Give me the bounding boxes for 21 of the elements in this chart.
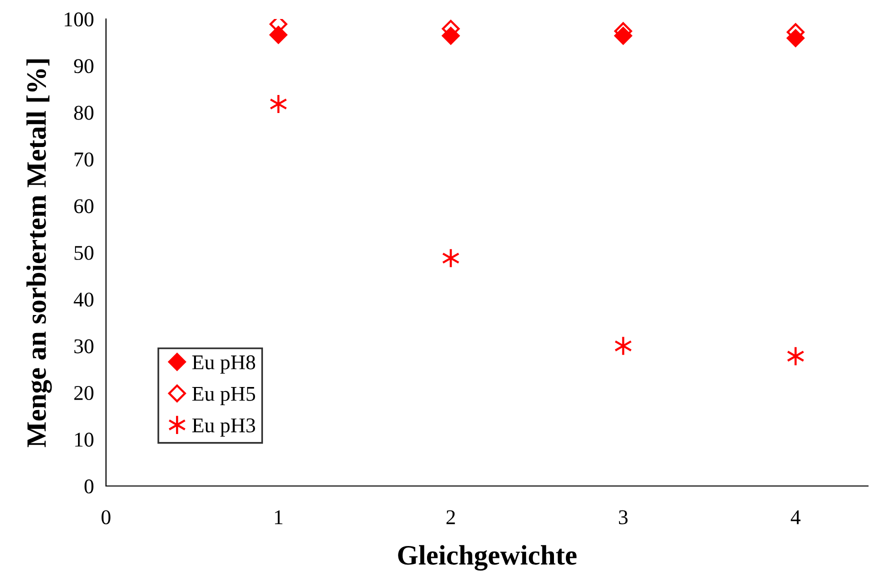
y-tick-label: 20 (74, 386, 94, 400)
y-tick-label: 10 (75, 432, 94, 447)
y-tick-label: 80 (74, 106, 94, 120)
legend-label: Eu pH5 (192, 387, 256, 406)
x-axis-title: Gleichgewichte (398, 545, 577, 571)
x-tick-label: 2 (446, 510, 455, 524)
y-tick-label: 0 (84, 479, 94, 494)
y-tick-label: 40 (74, 292, 94, 307)
y-tick-label: 70 (74, 152, 94, 167)
y-axis-title: Menge an sorbiertem Metall [%] (26, 59, 52, 448)
y-tick-label: 90 (74, 59, 94, 74)
y-tick-label: 100 (64, 12, 94, 26)
y-tick-label: 60 (74, 199, 94, 214)
x-tick-label: 0 (102, 510, 110, 524)
y-tick-label: 50 (74, 246, 94, 260)
x-tick-label: 3 (618, 510, 628, 524)
x-tick-label: 4 (790, 510, 800, 524)
legend-label: Eu pH3 (192, 418, 256, 437)
legend-label: Eu pH8 (192, 355, 256, 374)
x-tick-label: 1 (275, 510, 282, 524)
y-tick-label: 30 (74, 339, 94, 354)
